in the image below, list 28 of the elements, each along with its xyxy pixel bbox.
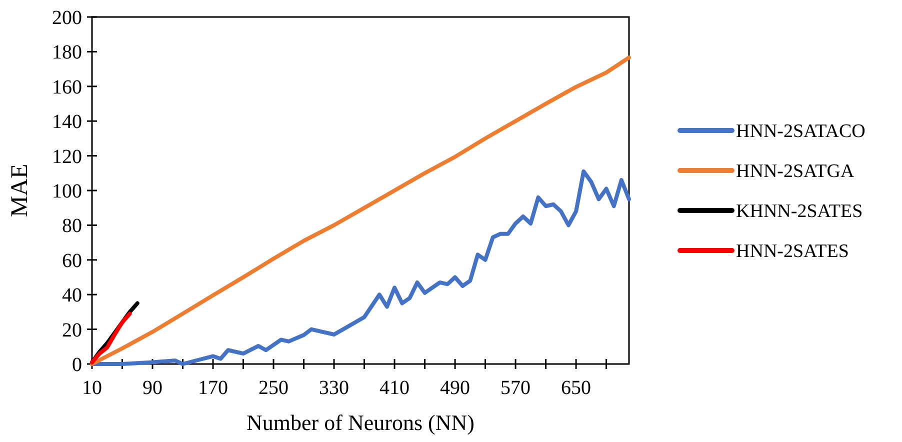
line-series (90, 56, 631, 366)
y-tick-label: 100 (52, 180, 82, 202)
y-tick-label: 60 (62, 250, 82, 272)
y-tick-label: 0 (72, 354, 82, 376)
y-tick-label: 180 (52, 42, 82, 64)
x-tick-label: 170 (198, 377, 228, 399)
line-series (90, 312, 132, 364)
x-tick-label: 410 (380, 377, 410, 399)
x-tick-label: 490 (440, 377, 470, 399)
y-axis-title: MAE (7, 164, 33, 218)
y-tick-label: 20 (62, 319, 82, 342)
legend-label: HNN-2SATGA (736, 161, 854, 182)
x-tick-label: 10 (82, 377, 102, 399)
x-tick-label: 650 (561, 377, 592, 399)
legend-label: KHNN-2SATES (736, 201, 863, 222)
y-tick-label: 40 (62, 284, 82, 307)
legend-label: HNN-2SATES (736, 241, 849, 262)
y-tick-label: 160 (52, 76, 82, 98)
x-tick-label: 90 (142, 377, 163, 399)
x-tick-label: 250 (258, 377, 289, 399)
x-tick-label: 570 (500, 377, 531, 399)
legend-label: HNN-2SATACO (736, 121, 866, 142)
x-axis-title: Number of Neurons (NN) (246, 410, 474, 435)
y-tick-label: 80 (62, 215, 82, 238)
y-tick-label: 140 (52, 111, 82, 134)
y-tick-label: 120 (52, 146, 82, 168)
x-tick-label: 330 (319, 377, 350, 399)
y-tick-label: 200 (52, 7, 82, 29)
